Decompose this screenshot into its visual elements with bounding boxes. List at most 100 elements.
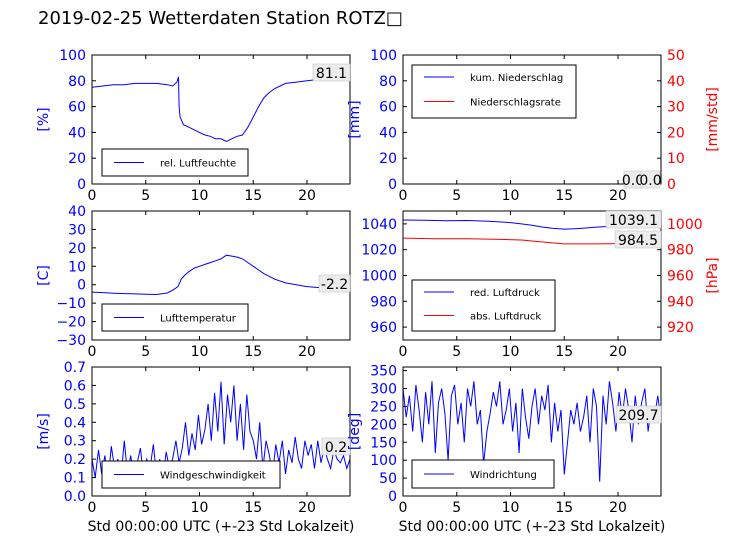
- x-tick-label-temperature-4: 20: [298, 344, 316, 360]
- x-tick-label-winddir-4: 20: [609, 500, 627, 516]
- panel-windspeed: 0 5 10 15 20 0.0 0.1 0.2 0.3 0.4 0.5 0.6 0.7 [m/s] Win…: [36, 360, 351, 516]
- series-line-pressure-abs: [402, 237, 662, 245]
- x-tick-label-pressure-3: 15: [555, 344, 573, 360]
- legend-label-precipitation-1: Niederschlagsrate: [470, 98, 561, 109]
- y-tick-label-windspeed-2: 0.2: [64, 452, 86, 468]
- x-tick-label-winddir-1: 5: [452, 500, 461, 516]
- x-tick-label-precipitation-3: 15: [555, 188, 573, 204]
- x-tick-label-temperature-2: 10: [191, 344, 209, 360]
- y-tick-label-pressure-1: 980: [370, 294, 397, 310]
- y-tick-right-label-precipitation-2: 20: [667, 125, 685, 141]
- x-tick-label-windspeed-4: 20: [298, 500, 316, 516]
- y-tick-label-precipitation-5: 100: [370, 48, 397, 64]
- panel-temperature: 0 5 10 15 20 −30 −20 −10 0 10 20 30 40 [C] Lufttempera…: [36, 204, 351, 360]
- last-value-label-pressure-1: 984.5: [618, 233, 658, 249]
- y-axis-label-precipitation: [mm]: [347, 100, 363, 138]
- series-line-humidity-0: [92, 76, 350, 142]
- y-tick-label-temperature-0: −30: [56, 333, 86, 349]
- y-tick-label-windspeed-0: 0.0: [64, 489, 86, 505]
- last-value-box-precipitation-1: [640, 170, 661, 189]
- y-tick-label-windspeed-1: 0.1: [64, 471, 86, 487]
- last-value-box-pressure-1: [614, 230, 662, 249]
- y-tick-right-label-precipitation-3: 30: [667, 100, 685, 116]
- y-tick-label-temperature-4: 10: [68, 259, 86, 275]
- y-tick-label-winddir-5: 250: [370, 399, 397, 415]
- x-tick-label-precipitation-0: 0: [399, 188, 408, 204]
- x-axis-label-winddir: Std 00:00:00 UTC (+-23 Std Lokalzeit): [399, 519, 666, 535]
- x-tick-label-windspeed-1: 5: [141, 500, 150, 516]
- last-value-label-pressure-0: 1039.1: [609, 213, 658, 229]
- legend-label-pressure-0: red. Luftdruck: [470, 288, 540, 299]
- series-line-temperature-0: [92, 254, 350, 296]
- y-tick-right-label-precipitation-0: 0: [667, 177, 676, 193]
- x-tick-label-pressure-0: 0: [399, 344, 408, 360]
- y-tick-label-temperature-5: 20: [68, 241, 86, 257]
- y-axis-label-windspeed: [m/s]: [36, 413, 52, 450]
- y-tick-right-label-pressure-1: 940: [667, 294, 694, 310]
- x-tick-label-pressure-2: 10: [502, 344, 520, 360]
- y-tick-right-label-pressure-2: 960: [667, 269, 694, 285]
- y-tick-label-humidity-0: 0: [77, 177, 86, 193]
- y-tick-label-humidity-4: 80: [68, 74, 86, 90]
- y-axis-right-label-precipitation: [mm/std]: [705, 87, 721, 152]
- y-tick-label-humidity-3: 60: [68, 100, 86, 116]
- x-tick-label-precipitation-4: 20: [609, 188, 627, 204]
- legend-label-winddir-0: Windrichtung: [470, 470, 537, 481]
- plot-frame-humidity: [91, 54, 351, 185]
- x-tick-label-temperature-0: 0: [88, 344, 97, 360]
- last-value-label-windspeed-0: 0.2: [325, 440, 347, 456]
- y-tick-right-label-pressure-0: 920: [667, 320, 694, 336]
- last-value-box-temperature-0: [318, 274, 351, 293]
- series-line-winddir-0: [403, 381, 661, 482]
- y-tick-label-temperature-1: −20: [56, 315, 86, 331]
- panel-winddir: 0 5 10 15 20050100150200250300350[deg]Windri…: [347, 364, 662, 516]
- x-tick-label-winddir-0: 0: [399, 500, 408, 516]
- y-tick-label-windspeed-5: 0.5: [64, 397, 86, 413]
- y-tick-right-label-pressure-4: 1000: [667, 217, 703, 233]
- x-tick-label-pressure-4: 20: [609, 344, 627, 360]
- last-value-label-precipitation-1: 0.0: [639, 173, 661, 189]
- legend-label-windspeed-0: Windgeschwindigkeit: [160, 471, 266, 482]
- x-tick-label-humidity-1: 5: [141, 188, 150, 204]
- plot-frame-precipitation: [402, 54, 662, 185]
- legend-label-pressure-1: abs. Luftdruck: [470, 312, 541, 323]
- y-axis-label-winddir: [deg]: [347, 413, 363, 450]
- y-tick-label-winddir-0: 0: [388, 489, 397, 505]
- y-tick-label-pressure-4: 1040: [361, 217, 397, 233]
- x-axis-label-windspeed: Std 00:00:00 UTC (+-23 Std Lokalzeit): [88, 519, 355, 535]
- last-value-label-winddir-0: 209.7: [618, 408, 658, 424]
- x-tick-label-winddir-2: 10: [502, 500, 520, 516]
- y-axis-right-label-pressure: [hPa]: [705, 257, 721, 293]
- last-value-label-humidity-0: 81.1: [316, 66, 347, 82]
- x-tick-label-windspeed-2: 10: [191, 500, 209, 516]
- y-tick-label-pressure-0: 960: [370, 320, 397, 336]
- y-tick-label-windspeed-4: 0.4: [64, 415, 86, 431]
- plot-frame-windspeed: [91, 366, 351, 497]
- y-tick-label-windspeed-3: 0.3: [64, 434, 86, 450]
- legend-label-humidity-0: rel. Luftfeuchte: [160, 159, 236, 170]
- y-tick-label-humidity-2: 40: [68, 125, 86, 141]
- last-value-box-pressure-0: [605, 210, 662, 229]
- x-tick-label-temperature-1: 5: [141, 344, 150, 360]
- x-tick-label-pressure-1: 5: [452, 344, 461, 360]
- y-tick-label-winddir-2: 100: [370, 453, 397, 469]
- y-tick-label-winddir-1: 50: [379, 471, 397, 487]
- x-tick-label-humidity-3: 15: [244, 188, 262, 204]
- x-tick-label-windspeed-0: 0: [88, 500, 97, 516]
- figure-title: 2019-02-25 Wetterdaten Station ROTZ□: [38, 8, 403, 29]
- y-tick-label-pressure-2: 1000: [361, 269, 397, 285]
- x-tick-label-precipitation-1: 5: [452, 188, 461, 204]
- x-tick-label-winddir-3: 15: [555, 500, 573, 516]
- y-axis-label-temperature: [C]: [36, 265, 52, 286]
- y-axis-label-humidity: [%]: [36, 107, 52, 131]
- y-tick-label-windspeed-6: 0.6: [64, 378, 86, 394]
- y-tick-label-humidity-5: 100: [59, 48, 86, 64]
- last-value-box-windspeed-0: [321, 437, 351, 456]
- y-tick-label-pressure-3: 1020: [361, 243, 397, 259]
- x-tick-label-windspeed-3: 15: [244, 500, 262, 516]
- x-tick-label-temperature-3: 15: [244, 344, 262, 360]
- panel-precipitation: 0 5 10 15 20 0 20 40 60 80 100 0 10 20 30 40 50 [mm] [mm/s…: [347, 48, 721, 204]
- legend-label-precipitation-0: kum. Niederschlag: [470, 73, 563, 84]
- y-tick-label-humidity-1: 20: [68, 151, 86, 167]
